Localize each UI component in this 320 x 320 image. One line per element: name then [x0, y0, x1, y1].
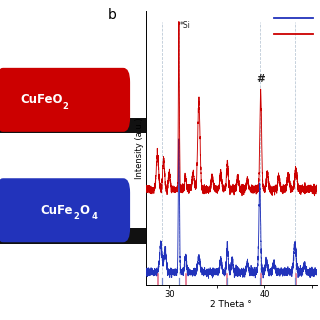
- Text: 2: 2: [63, 102, 69, 111]
- FancyBboxPatch shape: [0, 118, 153, 133]
- Text: 2: 2: [73, 212, 79, 221]
- FancyBboxPatch shape: [0, 178, 130, 242]
- Text: CuFeO: CuFeO: [20, 93, 62, 106]
- FancyBboxPatch shape: [0, 228, 153, 244]
- Text: b: b: [108, 8, 117, 22]
- Y-axis label: Intensity (a.u.): Intensity (a.u.): [135, 117, 144, 179]
- Text: #: #: [256, 74, 265, 84]
- Text: *Si: *Si: [180, 21, 190, 30]
- Text: CuFe: CuFe: [41, 204, 73, 217]
- Text: O: O: [79, 204, 89, 217]
- Text: 4: 4: [91, 212, 97, 221]
- FancyBboxPatch shape: [0, 68, 130, 132]
- X-axis label: 2 Theta °: 2 Theta °: [210, 300, 252, 309]
